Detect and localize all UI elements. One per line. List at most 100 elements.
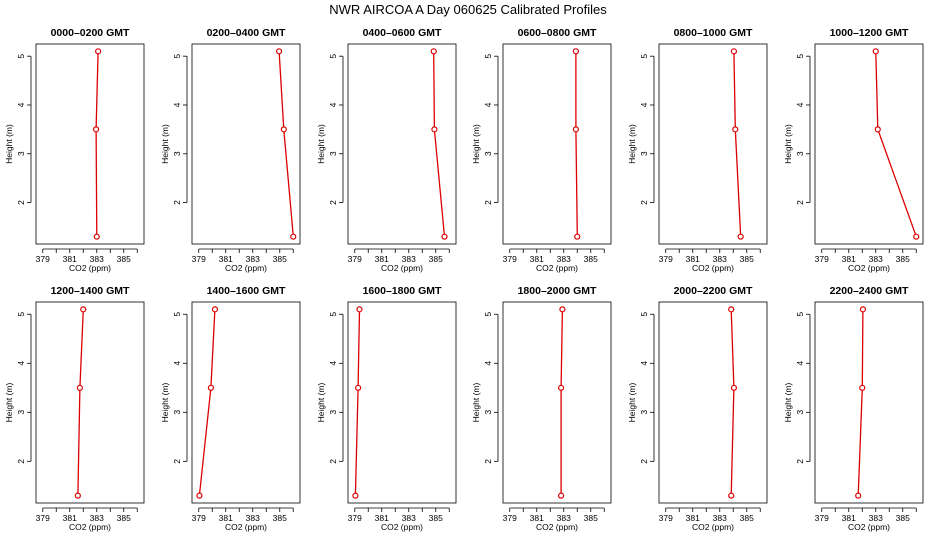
panel-7-x-tick-label: 385 [117, 513, 131, 523]
panel-6-x-tick-label: 385 [896, 254, 910, 264]
panel-1-frame [35, 43, 145, 245]
panel-1-profile-point [93, 233, 100, 240]
panel-11-profile-point [730, 384, 738, 391]
figure-title: NWR AIRCOA A Day 060625 Calibrated Profi… [329, 2, 607, 17]
panel-11-y-tick-label: 2 [639, 459, 649, 464]
panel-8-x-tick-label: 385 [273, 513, 287, 523]
panel-6-title: 1000–1200 GMT [830, 27, 909, 39]
panel-6-profile-point [872, 48, 879, 55]
panel-12-x-tick-label: 381 [842, 513, 856, 523]
panel-11-y-axis-label: Height (m) [627, 383, 637, 423]
panel-3-x-axis-label: CO2 (ppm) [381, 263, 423, 273]
panel-8-y-tick-label: 3 [172, 410, 182, 415]
panel-7-profile-line [77, 309, 84, 496]
panel-7-title: 1200–1400 GMT [51, 285, 130, 297]
panel-4-x-tick-label: 381 [530, 254, 544, 264]
panel-8-title: 1400–1600 GMT [207, 285, 286, 297]
panel-1-profile-line [95, 51, 99, 237]
panel-7-y-tick-label: 4 [16, 361, 26, 366]
panel-9-y-tick-label: 5 [328, 312, 338, 317]
panel-11-y-tick-label: 3 [639, 410, 649, 415]
panel-5-y-tick-label: 4 [639, 102, 649, 107]
panel-6-x-axis-label: CO2 (ppm) [848, 263, 890, 273]
panel-8-y-tick-label: 4 [172, 361, 182, 366]
panel-9-title: 1600–1800 GMT [363, 285, 442, 297]
panel-5-x-tick-label: 379 [659, 254, 673, 264]
panel-6-frame [814, 43, 924, 245]
panel-2-x-axis-label: CO2 (ppm) [225, 263, 267, 273]
panel-12-y-tick-label: 3 [795, 410, 805, 415]
panel-7-y-tick-label: 2 [16, 459, 26, 464]
panel-11-x-tick-label: 385 [740, 513, 754, 523]
panel-3-y-tick-label: 2 [328, 200, 338, 205]
panel-10-y-tick-label: 3 [483, 410, 493, 415]
panel-3-title: 0400–0600 GMT [363, 27, 442, 39]
panel-12-profile-point [859, 384, 866, 391]
panel-2-profile-point [275, 48, 283, 55]
panel-11-x-tick-label: 381 [686, 513, 700, 523]
panel-10-frame [502, 301, 612, 504]
panel-7-y-tick-label: 5 [16, 312, 26, 317]
panel-10-x-tick-label: 385 [584, 513, 598, 523]
panel-5-profile-point [732, 126, 739, 133]
panel-8-profile-point [207, 384, 214, 391]
panel-8-x-tick-label: 381 [219, 513, 233, 523]
panel-2-y-axis-label: Height (m) [160, 124, 170, 164]
panel-2-profile-point [290, 233, 297, 240]
panel-11-frame [658, 301, 768, 504]
panel-12-x-tick-label: 383 [869, 513, 883, 523]
panel-4-profile-point [572, 48, 580, 55]
panel-4-title: 0600–0800 GMT [518, 27, 597, 39]
panel-3-y-axis-label: Height (m) [316, 124, 326, 164]
panel-12-profile-line [857, 309, 864, 496]
panel-11-x-tick-label: 379 [659, 513, 673, 523]
panel-9-y-axis-label: Height (m) [316, 383, 326, 423]
panel-7-x-axis-label: CO2 (ppm) [69, 522, 111, 532]
panel-2-x-tick-label: 385 [273, 254, 287, 264]
panel-7-profile-point [74, 492, 81, 499]
panel-12-profile-point [855, 492, 862, 499]
panel-10-x-tick-label: 383 [557, 513, 571, 523]
panel-6-profile-point [874, 126, 881, 133]
panel-8-profile-point [196, 492, 203, 499]
panel-6-y-tick-label: 5 [795, 54, 805, 59]
panel-7-x-tick-label: 381 [63, 513, 77, 523]
panel-12-y-tick-label: 2 [795, 459, 805, 464]
panel-9-profile-point [355, 384, 362, 391]
panel-6-x-tick-label: 383 [869, 254, 883, 264]
panel-5-y-tick-label: 3 [639, 151, 649, 156]
panel-5-x-tick-label: 385 [740, 254, 754, 264]
panel-1-x-tick-label: 383 [90, 254, 104, 264]
panel-6-profile-point [913, 233, 920, 240]
panel-6-y-tick-label: 2 [795, 200, 805, 205]
panel-4-x-tick-label: 379 [503, 254, 517, 264]
panel-3-y-tick-label: 4 [328, 102, 338, 107]
panel-6-x-tick-label: 381 [842, 254, 856, 264]
panel-3-profile-point [441, 233, 448, 240]
panel-4-profile-point [572, 126, 580, 133]
panel-9-y-tick-label: 2 [328, 459, 338, 464]
panel-10-x-tick-label: 381 [530, 513, 544, 523]
panel-4-frame [502, 43, 612, 245]
panel-1-x-tick-label: 379 [36, 254, 50, 264]
panel-6-y-tick-label: 4 [795, 102, 805, 107]
panel-1-title: 0000–0200 GMT [51, 27, 130, 39]
panel-8-x-tick-label: 379 [192, 513, 206, 523]
panel-6-y-tick-label: 3 [795, 151, 805, 156]
panel-1-y-tick-label: 4 [16, 102, 26, 107]
panel-2-y-tick-label: 2 [172, 200, 182, 205]
panel-8-x-tick-label: 383 [246, 513, 260, 523]
panel-4-x-axis-label: CO2 (ppm) [536, 263, 578, 273]
panel-1-y-tick-label: 2 [16, 200, 26, 205]
panel-9-y-tick-label: 4 [328, 361, 338, 366]
panel-1-x-tick-label: 381 [63, 254, 77, 264]
panel-9-x-tick-label: 381 [375, 513, 389, 523]
panel-12-frame [814, 301, 924, 504]
panel-9-frame [347, 301, 457, 504]
panel-8-y-tick-label: 2 [172, 459, 182, 464]
panel-3-x-tick-label: 383 [402, 254, 416, 264]
panel-1-y-tick-label: 5 [16, 54, 26, 59]
panel-4-profile-line [575, 51, 578, 237]
panel-1-profile-point [92, 126, 100, 133]
